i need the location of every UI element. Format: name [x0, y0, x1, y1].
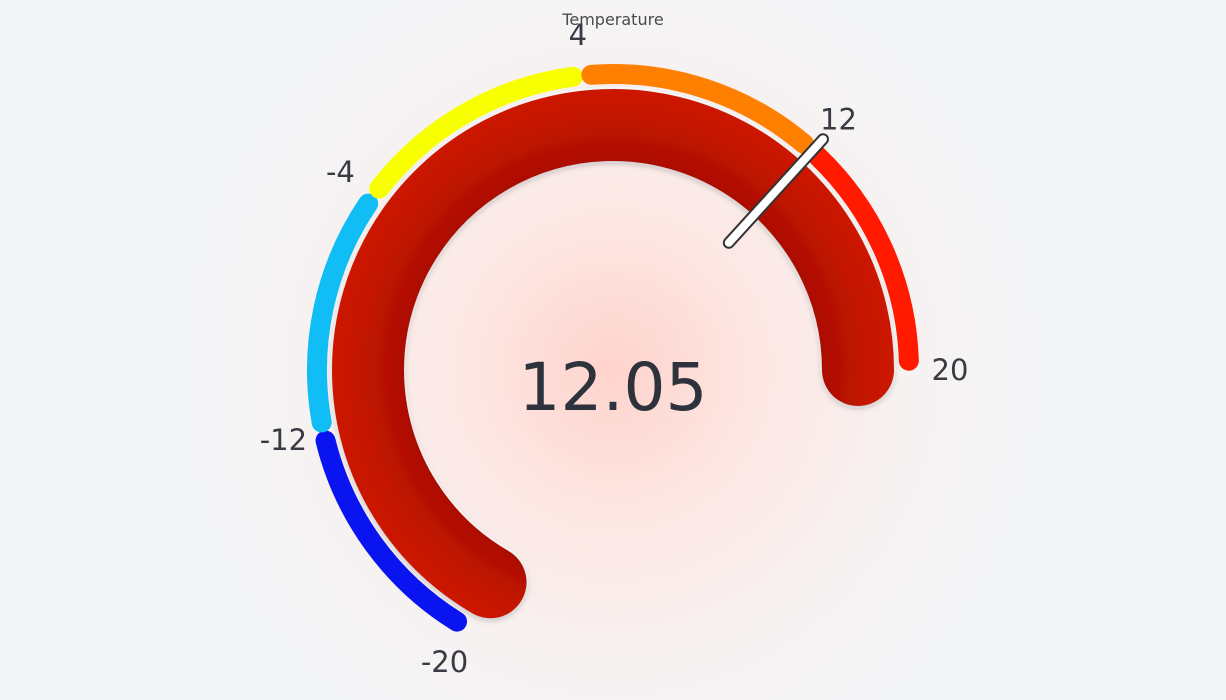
value-readout: 12.05 — [519, 349, 708, 426]
color-bands — [307, 64, 919, 632]
color-band-1 — [315, 430, 468, 632]
needle — [724, 135, 827, 247]
tick-label: 20 — [932, 353, 969, 387]
value-bar — [332, 89, 894, 619]
tick-label: -12 — [260, 423, 307, 457]
tick-label: -4 — [326, 155, 355, 189]
tick-label: 12 — [820, 103, 857, 137]
tick-label: 4 — [569, 18, 587, 52]
color-band-5 — [807, 146, 919, 371]
color-band-3 — [369, 66, 583, 199]
value-bar-group — [330, 87, 896, 621]
chart-title: Temperature — [562, 10, 664, 29]
tick-label: -20 — [421, 645, 468, 679]
color-band-2 — [307, 193, 379, 433]
tick-labels: -20 -12 -4 4 12 20 — [260, 18, 969, 679]
color-band-4 — [581, 64, 815, 154]
needle-group — [722, 133, 829, 249]
